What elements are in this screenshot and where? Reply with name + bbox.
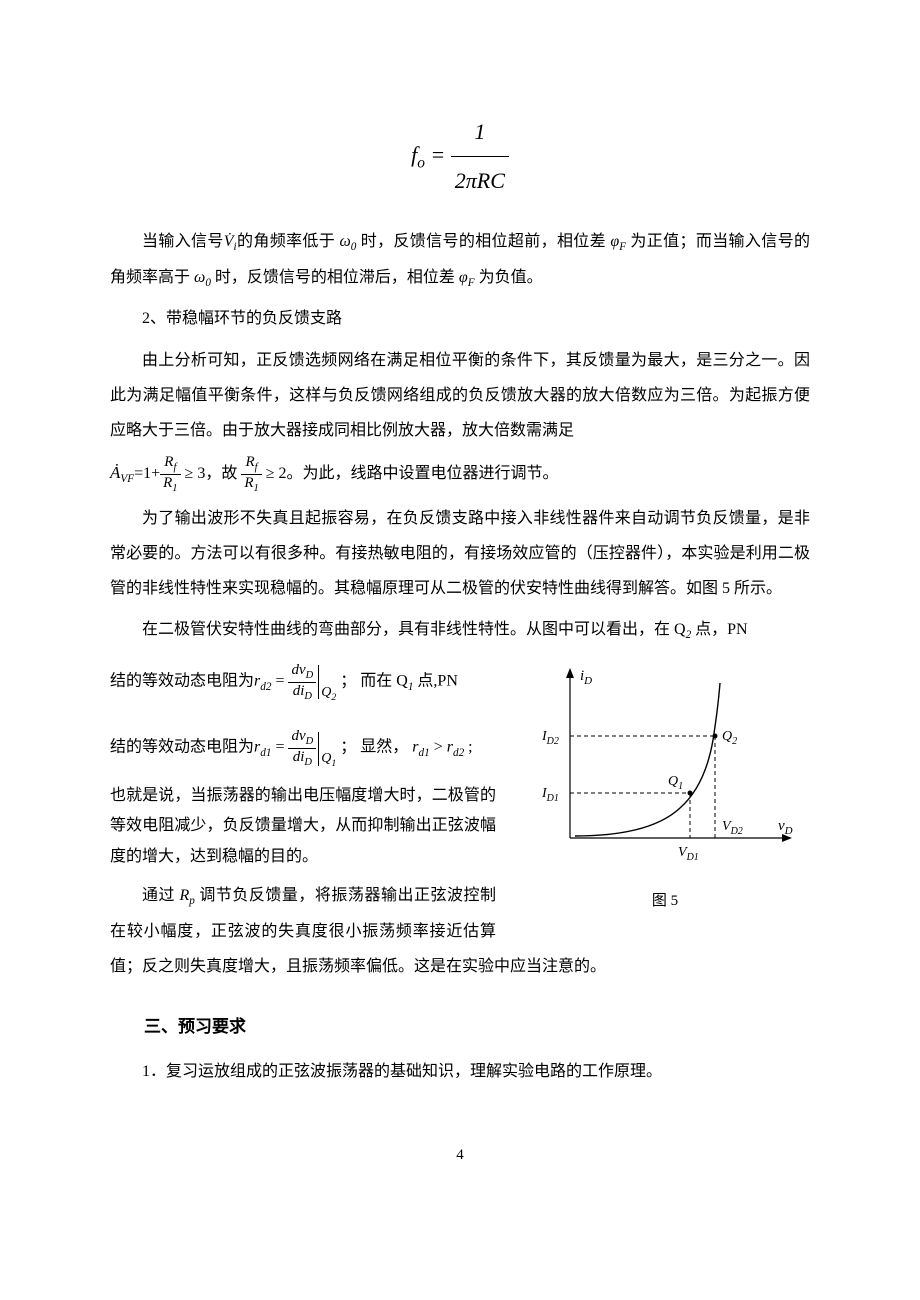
svg-text:iD: iD bbox=[580, 668, 592, 687]
formula-avf: ȦVF=1+RfR1 ≥ 3，故 RfR1 ≥ 2。为此，线路中设置电位器进行调… bbox=[110, 454, 810, 494]
para-10: 1．复习运放组成的正弦波振荡器的基础知识，理解实验电路的工作原理。 bbox=[110, 1054, 810, 1089]
svg-text:Q1: Q1 bbox=[668, 774, 683, 792]
formula-fo: fo = 1 2πRC bbox=[110, 108, 810, 206]
heading-section-3: 三、预习要求 bbox=[144, 1008, 810, 1045]
fo-den: 2πRC bbox=[451, 157, 509, 205]
svg-text:Q2: Q2 bbox=[722, 729, 737, 747]
svg-text:ID1: ID1 bbox=[541, 786, 559, 804]
para-2: 2、带稳幅环节的负反馈支路 bbox=[110, 301, 810, 336]
svg-text:VD2: VD2 bbox=[722, 819, 743, 837]
para-3: 由上分析可知，正反馈选频网络在满足相位平衡的条件下，其反馈量为最大，是三分之一。… bbox=[110, 343, 810, 449]
para-4: 为了输出波形不失真且起振容易，在负反馈支路中接入非线性器件来自动调节负反馈量，是… bbox=[110, 501, 810, 607]
fo-num: 1 bbox=[451, 108, 509, 157]
diode-iv-curve: iD vD ID2 ID1 VD1 VD2 Q1 Q2 bbox=[520, 658, 810, 868]
page-number: 4 bbox=[110, 1139, 810, 1172]
svg-text:ID2: ID2 bbox=[541, 729, 559, 747]
figure-5-caption: 图 5 bbox=[520, 885, 810, 918]
figure-5: iD vD ID2 ID1 VD1 VD2 Q1 Q2 图 5 bbox=[520, 658, 810, 918]
para-1: 当输入信号V̇i的角频率低于 ω0 时，反馈信号的相位超前，相位差 φF 为正值… bbox=[110, 224, 810, 296]
fo-lhs-sub: o bbox=[417, 154, 425, 171]
svg-text:VD1: VD1 bbox=[678, 845, 699, 863]
fo-fraction: 1 2πRC bbox=[451, 108, 509, 206]
svg-text:vD: vD bbox=[778, 818, 793, 837]
para-5: 在二极管伏安特性曲线的弯曲部分，具有非线性特性。从图中可以看出，在 Q2 点，P… bbox=[110, 612, 810, 648]
